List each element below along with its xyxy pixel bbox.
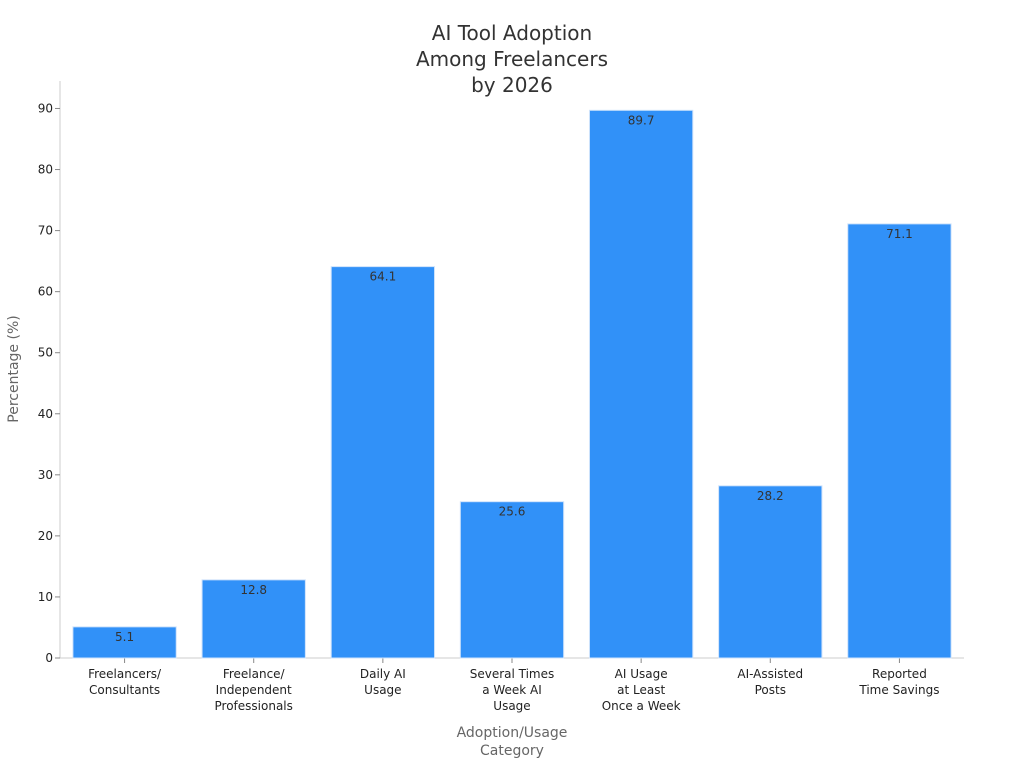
axis-titles: Adoption/Usage Category Percentage (%)	[6, 315, 567, 759]
y-tick-label: 90	[38, 101, 53, 115]
y-tick-label: 50	[38, 346, 53, 360]
bar	[847, 223, 952, 659]
x-tick-label: Daily AI Usage	[360, 667, 406, 697]
y-tick-label: 20	[38, 529, 53, 543]
y-axis: 0 10 20 30 40 50 60 70 80 90	[38, 81, 61, 665]
data-label: 5.1	[115, 630, 134, 644]
x-tick-label-line: AI-Assisted	[737, 667, 803, 681]
x-tick-label-line: Usage	[364, 683, 401, 697]
data-labels: 5.1 12.8 64.1 25.6 89.7 28.2 71.1	[115, 113, 913, 644]
data-label: 89.7	[628, 113, 655, 127]
x-tick-label: Freelancers/Consultants	[88, 667, 162, 697]
y-tick-label: 0	[45, 651, 53, 665]
bar	[330, 266, 436, 659]
x-tick-label: Freelance/Independent Professionals	[215, 667, 293, 713]
x-axis-title: Adoption/Usage Category	[457, 725, 568, 759]
x-tick-label-line: Posts	[755, 683, 786, 697]
x-tick-label-line: Time Savings	[858, 683, 939, 697]
x-tick-label-line: Consultants	[89, 683, 160, 697]
x-axis-title-line: Adoption/Usage	[457, 725, 568, 741]
x-axis-title-line: Category	[480, 743, 544, 759]
bar	[72, 626, 177, 659]
bar	[718, 485, 823, 659]
x-tick-label-line: Usage	[493, 699, 530, 713]
bar	[588, 109, 694, 659]
x-tick-label-line: AI Usage	[615, 667, 668, 681]
x-tick-label-line: Reported	[872, 667, 927, 681]
x-tick-label: AI Usage at Least Once a Week	[602, 667, 681, 713]
x-tick-label: Reported Time Savings	[858, 667, 939, 697]
x-tick-label-line: Independent	[216, 683, 292, 697]
y-tick-label: 30	[38, 468, 53, 482]
chart-title-line: Among Freelancers	[416, 47, 608, 71]
chart-title-line: by 2026	[471, 73, 553, 97]
data-label: 71.1	[886, 227, 913, 241]
y-tick-label: 10	[38, 590, 53, 604]
y-tick-label: 70	[38, 224, 53, 238]
x-tick-label-line: Several Times	[470, 667, 555, 681]
y-tick-label: 40	[38, 407, 53, 421]
x-tick-label-line: a Week AI	[482, 683, 542, 697]
y-tick-label: 80	[38, 163, 53, 177]
x-tick-label-line: Professionals	[215, 699, 293, 713]
x-tick-label: Several Times a Week AI Usage	[470, 667, 555, 713]
x-tick-label-line: Daily AI	[360, 667, 406, 681]
data-label: 64.1	[369, 270, 396, 284]
x-axis: Freelancers/Consultants Freelance/Indepen…	[60, 657, 964, 713]
data-label: 25.6	[499, 505, 526, 519]
bars	[72, 109, 952, 659]
x-tick-label-line: at Least	[617, 683, 665, 697]
x-tick-label-line: Freelancers/	[88, 667, 162, 681]
data-label: 28.2	[757, 489, 784, 503]
y-tick-label: 60	[38, 285, 53, 299]
x-tick-label-line: Freelance/	[223, 667, 286, 681]
y-axis-title: Percentage (%)	[6, 315, 22, 422]
x-tick-label: AI-Assisted Posts	[737, 667, 803, 697]
x-tick-label-line: Once a Week	[602, 699, 681, 713]
bar	[201, 579, 306, 659]
bar	[459, 501, 565, 659]
chart-title-line: AI Tool Adoption	[432, 21, 592, 45]
data-label: 12.8	[240, 583, 267, 597]
